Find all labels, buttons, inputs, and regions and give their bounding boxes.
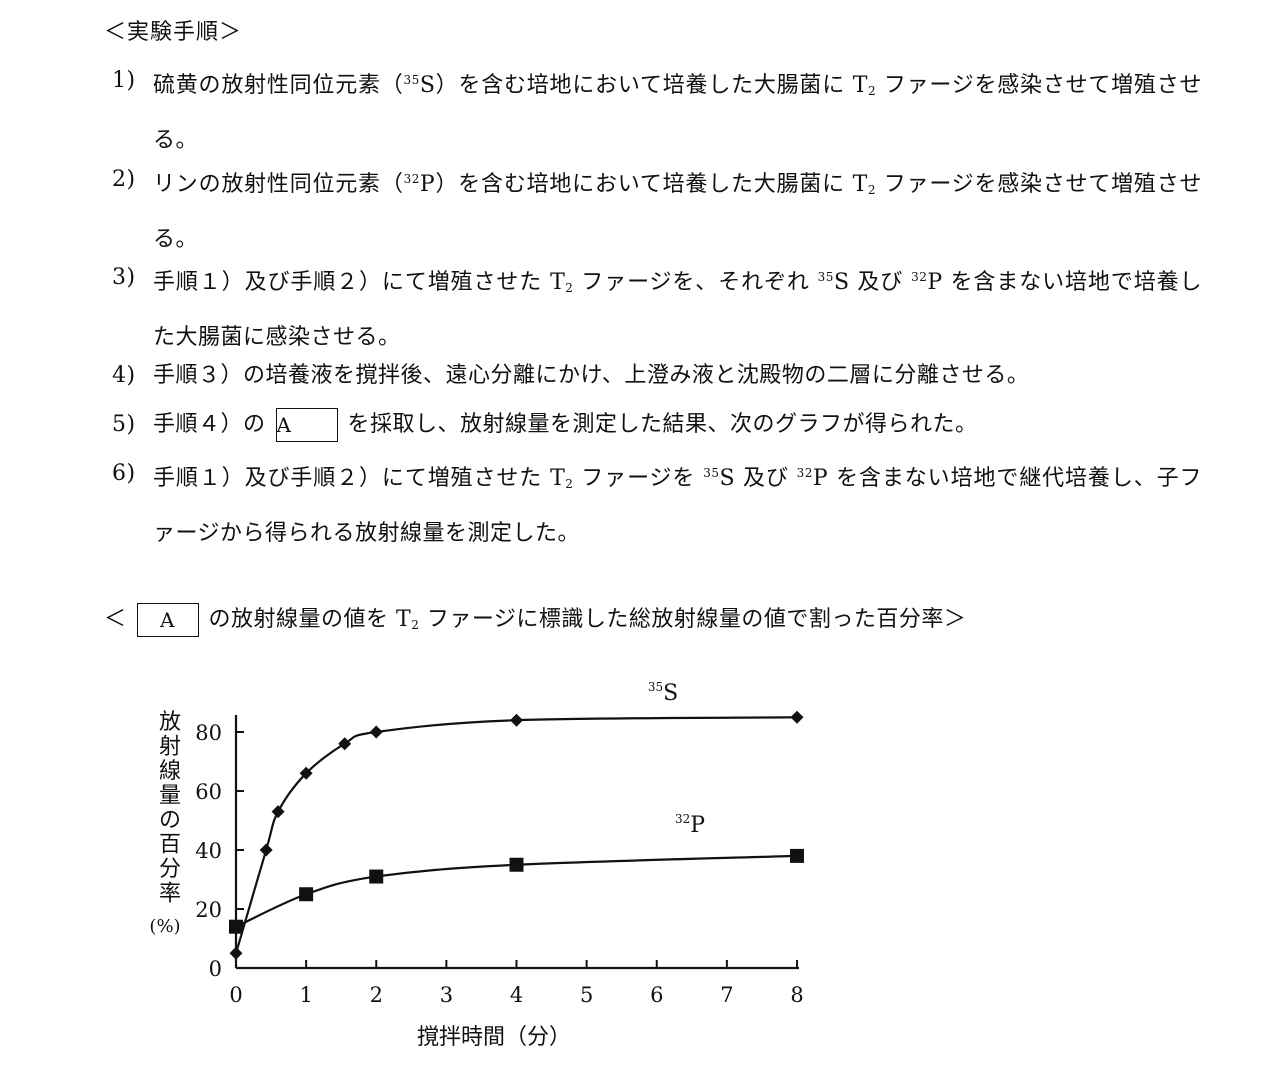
data-point	[790, 848, 804, 863]
series-s: 35S	[229, 680, 804, 960]
x-tick-label: 5	[580, 983, 593, 1007]
x-tick-label: 7	[720, 983, 733, 1007]
x-tick-label: 3	[440, 983, 453, 1007]
subscript: 2	[867, 183, 876, 197]
isotope-mass: 32	[403, 172, 420, 186]
series-label: 32P	[675, 812, 705, 838]
isotope-symbol: S	[419, 73, 436, 98]
step-number: 6)	[112, 461, 136, 486]
data-point	[271, 805, 285, 819]
step-number: 5)	[112, 412, 136, 437]
isotope-symbol: P	[419, 172, 436, 197]
data-point	[299, 766, 313, 780]
step-1: 1) 硫黄の放射性同位元素（35S）を含む培地において培養した大腸菌に T2 フ…	[112, 56, 1202, 165]
step-number: 4)	[112, 363, 136, 388]
y-tick-label: 0	[209, 957, 222, 981]
x-tick-label: 2	[370, 983, 383, 1007]
y-tick-label: 60	[195, 780, 222, 804]
subscript: 2	[411, 618, 420, 632]
chart-series: 35S 32P	[229, 680, 804, 960]
subscript: 2	[867, 84, 877, 98]
procedure-heading: ＜実験手順＞	[104, 20, 243, 45]
series-p: 32P	[229, 812, 804, 934]
y-tick-label: 20	[195, 898, 222, 922]
isotope-mass: 32	[796, 466, 813, 480]
data-point	[369, 725, 383, 739]
data-point	[299, 887, 314, 902]
data-point	[338, 737, 352, 751]
step-number: 3)	[112, 265, 136, 290]
y-tick-label: 40	[195, 839, 222, 863]
x-tick-label: 8	[790, 983, 803, 1007]
y-tick-label: 80	[195, 721, 222, 745]
step-text: 手順３）の培養液を撹拌後、遠心分離にかけ、上澄み液と沈殿物の二層に分離させる。	[153, 363, 1030, 388]
x-tick-label: 4	[510, 983, 523, 1007]
data-point	[510, 713, 523, 727]
data-point	[509, 857, 524, 872]
y-axis-label: 放射線量の百分率	[159, 710, 181, 907]
isotope-mass: 35	[817, 270, 834, 284]
step-text: 手順４）の A を採取し、放射線量を測定した結果、次のグラフが得られた。	[153, 400, 1202, 449]
series-line	[234, 716, 798, 954]
step-text: 手順１）及び手順２）にて増殖させた T2 ファージを 35S 及び 32P を含…	[153, 466, 1202, 546]
step-text: リンの放射性同位元素（32P）を含む培地において培養した大腸菌に T2 ファージ…	[153, 172, 1202, 252]
step-3: 3) 手順１）及び手順２）にて増殖させた T2 ファージを、それぞれ 35S 及…	[112, 253, 1202, 362]
step-4: 4) 手順３）の培養液を撹拌後、遠心分離にかけ、上澄み液と沈殿物の二層に分離させ…	[112, 351, 1202, 400]
step-text: 硫黄の放射性同位元素（35S）を含む培地において培養した大腸菌に T2 ファージ…	[153, 73, 1202, 153]
y-axis-unit: (%)	[149, 916, 180, 937]
step-2: 2) リンの放射性同位元素（32P）を含む培地において培養した大腸菌に T2 フ…	[112, 155, 1202, 264]
subscript: 2	[565, 281, 574, 295]
data-point	[259, 843, 273, 857]
isotope-mass: 32	[911, 270, 928, 284]
subscript: 2	[565, 477, 574, 491]
step-number: 1)	[112, 68, 136, 93]
data-point	[369, 869, 384, 884]
x-axis-label: 撹拌時間（分）	[417, 1025, 571, 1050]
graph-caption: ＜ A の放射線量の値を T2 ファージに標識した総放射線量の値で割った百分率＞	[104, 600, 966, 645]
data-point	[229, 919, 243, 934]
series-label: 35S	[648, 680, 678, 706]
blank-box-a: A	[275, 408, 338, 442]
step-5: 5) 手順４）の A を採取し、放射線量を測定した結果、次のグラフが得られた。	[112, 400, 1202, 449]
step-text: 手順１）及び手順２）にて増殖させた T2 ファージを、それぞれ 35S 及び 3…	[153, 270, 1202, 350]
chart-axes: 0 20 40 60 80 0 1 2 3 4 5 6 7 8	[195, 715, 804, 1007]
step-number: 2)	[112, 167, 136, 192]
data-point	[229, 946, 243, 960]
blank-box-a: A	[136, 603, 199, 637]
isotope-mass: 35	[703, 466, 720, 480]
step-6: 6) 手順１）及び手順２）にて増殖させた T2 ファージを 35S 及び 32P…	[112, 449, 1202, 558]
isotope-mass: 35	[403, 73, 420, 87]
data-point	[790, 710, 804, 724]
x-tick-label: 6	[650, 983, 663, 1007]
x-tick-label: 0	[229, 983, 242, 1007]
x-tick-label: 1	[299, 983, 312, 1007]
